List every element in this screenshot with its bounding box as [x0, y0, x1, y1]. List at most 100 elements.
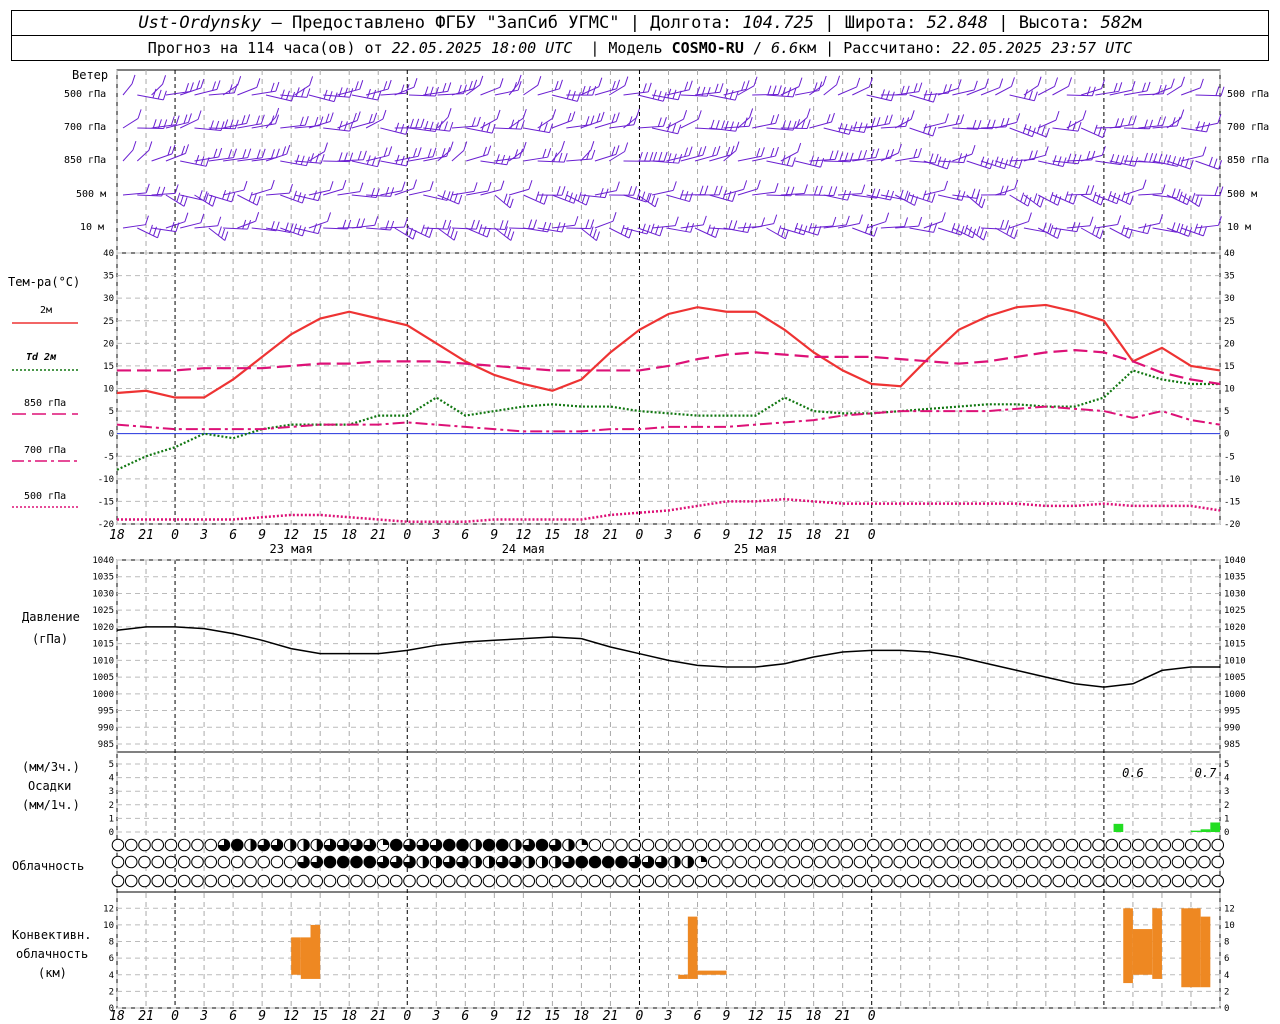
wind-barb-feather [826, 114, 831, 124]
wind-barb-feather [415, 118, 420, 128]
wind-barb [423, 127, 450, 132]
wind-barb-feather [362, 150, 367, 160]
wind-barb-feather [354, 81, 359, 91]
wind-barb [365, 88, 389, 96]
temp-ytick-right: 0 [1224, 430, 1229, 440]
wind-barb [809, 84, 824, 96]
wind-barb-feather [590, 141, 595, 151]
wind-barb-feather [586, 85, 591, 96]
cloud-circle [946, 874, 960, 888]
cloud-circle [734, 838, 748, 852]
time-tick-lower: 0 [868, 1009, 876, 1024]
wind-barb [451, 227, 477, 230]
wind-barb-feather [845, 215, 850, 226]
wind-barb-feather [1182, 193, 1187, 203]
wind-barb [280, 194, 303, 204]
wind-barb-feather [503, 193, 508, 203]
wind-level-500hpa-right: 500 гПа [1227, 89, 1270, 100]
wind-barb-feather [145, 215, 149, 225]
wind-barb [823, 84, 837, 96]
wind-barb-feather [476, 116, 481, 127]
wind-barb-feather [1018, 159, 1023, 169]
wind-barb-feather [506, 196, 511, 206]
wind-barb [1138, 160, 1164, 164]
wind-barb [966, 227, 984, 241]
wind-barb [952, 127, 979, 130]
wind-barb [1052, 85, 1069, 96]
cloud-circle [230, 855, 244, 869]
wind-barb-feather [200, 213, 205, 223]
temp-series-1 [116, 369, 1220, 471]
conv-bar [1181, 908, 1201, 988]
wind-barb [194, 156, 219, 162]
wind-barb-feather [726, 146, 731, 157]
wind-barb-feather [803, 184, 808, 194]
wind-barb-feather [503, 226, 508, 236]
wind-barb-feather [217, 226, 222, 236]
wind-barb-feather [549, 123, 554, 133]
wind-barb-feather [596, 231, 600, 241]
wind-barb-feather [482, 146, 487, 157]
wind-barb [938, 122, 961, 129]
wind-barb [480, 118, 498, 129]
wind-barb [523, 227, 548, 233]
wind-barb-feather [721, 120, 726, 130]
wind-barb-feather [1086, 86, 1091, 96]
wind-barb-feather [1149, 153, 1154, 163]
wind-barb-feather [658, 151, 663, 162]
cloud-circle [641, 874, 655, 888]
wind-barb-feather [869, 225, 874, 235]
cloud-fill [324, 839, 336, 851]
wind-barb-feather [441, 148, 446, 158]
wind-barb-feather [275, 81, 280, 92]
cloud-circle [787, 855, 801, 869]
wind-barb [122, 117, 139, 129]
cloud-circle [853, 874, 867, 888]
cloud-circle [946, 855, 960, 869]
wind-barb [952, 89, 975, 96]
cloud-circle [959, 874, 973, 888]
wind-barb-feather [616, 79, 621, 89]
precip-bar [1190, 830, 1201, 832]
wind-barb-feather [204, 192, 209, 202]
wind-barb-feather [1199, 78, 1204, 89]
cloud-circle [535, 874, 549, 888]
wind-barb-feather [507, 228, 512, 239]
wind-barb [737, 117, 750, 129]
wind-barb-feather [162, 75, 167, 85]
cloud-circle [1065, 874, 1079, 888]
wind-barb [680, 118, 699, 129]
cloud-fill [701, 856, 707, 862]
wind-level-850hpa: 850 гПа [64, 155, 107, 166]
model-res-unit: км [798, 39, 817, 57]
wind-barb-feather [714, 83, 719, 93]
wind-barb [566, 158, 592, 162]
wind-barb-feather [979, 228, 984, 238]
time-tick-lower: 18 [341, 1009, 357, 1024]
wind-barb [566, 227, 591, 230]
wind-barb-feather [1162, 84, 1167, 94]
time-tick-lower: 0 [636, 1009, 644, 1024]
wind-barb [165, 152, 186, 162]
pres-ytick-right: 985 [1224, 740, 1240, 750]
wind-barb [480, 160, 507, 166]
pres-ytick-left: 990 [98, 723, 114, 733]
wind-barb-feather [592, 228, 597, 239]
precip-bar [1113, 823, 1124, 832]
wind-barb [523, 127, 550, 134]
wind-barb-feather [1159, 214, 1164, 224]
time-tick-upper: 12 [516, 528, 532, 543]
wind-barb-feather [1176, 188, 1181, 199]
wind-barb-feather [645, 192, 650, 203]
cloud-circle [230, 874, 244, 888]
wind-barb-feather [932, 92, 937, 103]
wind-barb-feather [684, 191, 689, 201]
wind-barb-feather [1028, 150, 1033, 160]
wind-barb-feather [289, 183, 293, 194]
wind-barb-feather [170, 116, 175, 126]
wind-barb-feather [678, 154, 683, 164]
time-tick-lower: 21 [138, 1009, 154, 1024]
wind-barb-feather [561, 222, 566, 233]
wind-barb-feather [590, 219, 595, 229]
wind-barb-feather [672, 181, 677, 191]
